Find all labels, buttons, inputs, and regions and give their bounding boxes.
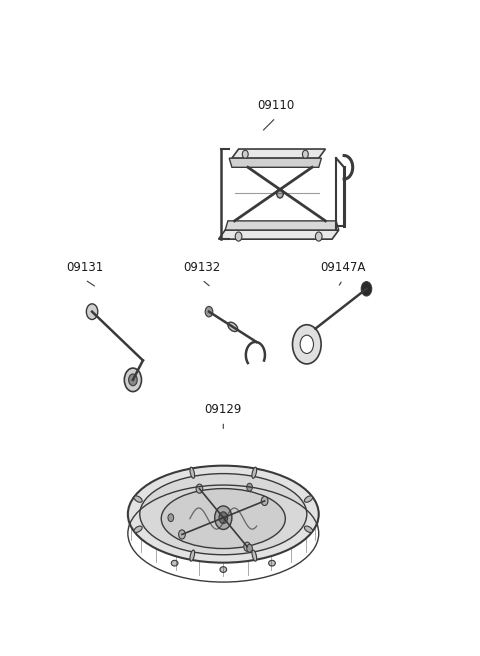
Circle shape (129, 374, 137, 386)
Circle shape (292, 325, 321, 364)
Polygon shape (225, 221, 339, 230)
Circle shape (361, 281, 372, 296)
Ellipse shape (252, 467, 257, 478)
Circle shape (168, 514, 174, 522)
Circle shape (219, 512, 228, 523)
Text: 09131: 09131 (66, 262, 104, 274)
Polygon shape (229, 158, 322, 167)
Ellipse shape (134, 496, 142, 502)
Polygon shape (218, 230, 339, 239)
Circle shape (215, 506, 232, 529)
Circle shape (300, 335, 313, 354)
Text: 09110: 09110 (257, 100, 294, 112)
Ellipse shape (252, 550, 257, 561)
Circle shape (196, 484, 203, 493)
Circle shape (124, 368, 142, 392)
Ellipse shape (304, 496, 312, 502)
Text: 09147A: 09147A (320, 262, 365, 274)
Circle shape (247, 544, 252, 552)
Circle shape (179, 530, 185, 539)
Circle shape (244, 542, 251, 551)
Text: 09129: 09129 (204, 403, 242, 416)
Circle shape (302, 150, 308, 158)
Circle shape (242, 150, 248, 158)
Ellipse shape (161, 489, 285, 548)
Circle shape (315, 232, 322, 241)
Circle shape (247, 483, 252, 491)
Ellipse shape (304, 526, 312, 533)
Ellipse shape (220, 567, 227, 573)
Ellipse shape (190, 467, 194, 478)
Ellipse shape (190, 550, 194, 561)
Ellipse shape (128, 466, 319, 563)
Circle shape (235, 232, 242, 241)
Circle shape (86, 304, 98, 319)
Ellipse shape (171, 560, 178, 566)
Circle shape (205, 306, 213, 317)
Ellipse shape (140, 474, 307, 555)
Circle shape (276, 189, 283, 198)
Polygon shape (128, 466, 319, 533)
Ellipse shape (269, 560, 276, 566)
Ellipse shape (228, 322, 238, 331)
Circle shape (261, 497, 268, 506)
Text: 09132: 09132 (183, 262, 220, 274)
Ellipse shape (134, 526, 142, 533)
Polygon shape (232, 149, 325, 158)
